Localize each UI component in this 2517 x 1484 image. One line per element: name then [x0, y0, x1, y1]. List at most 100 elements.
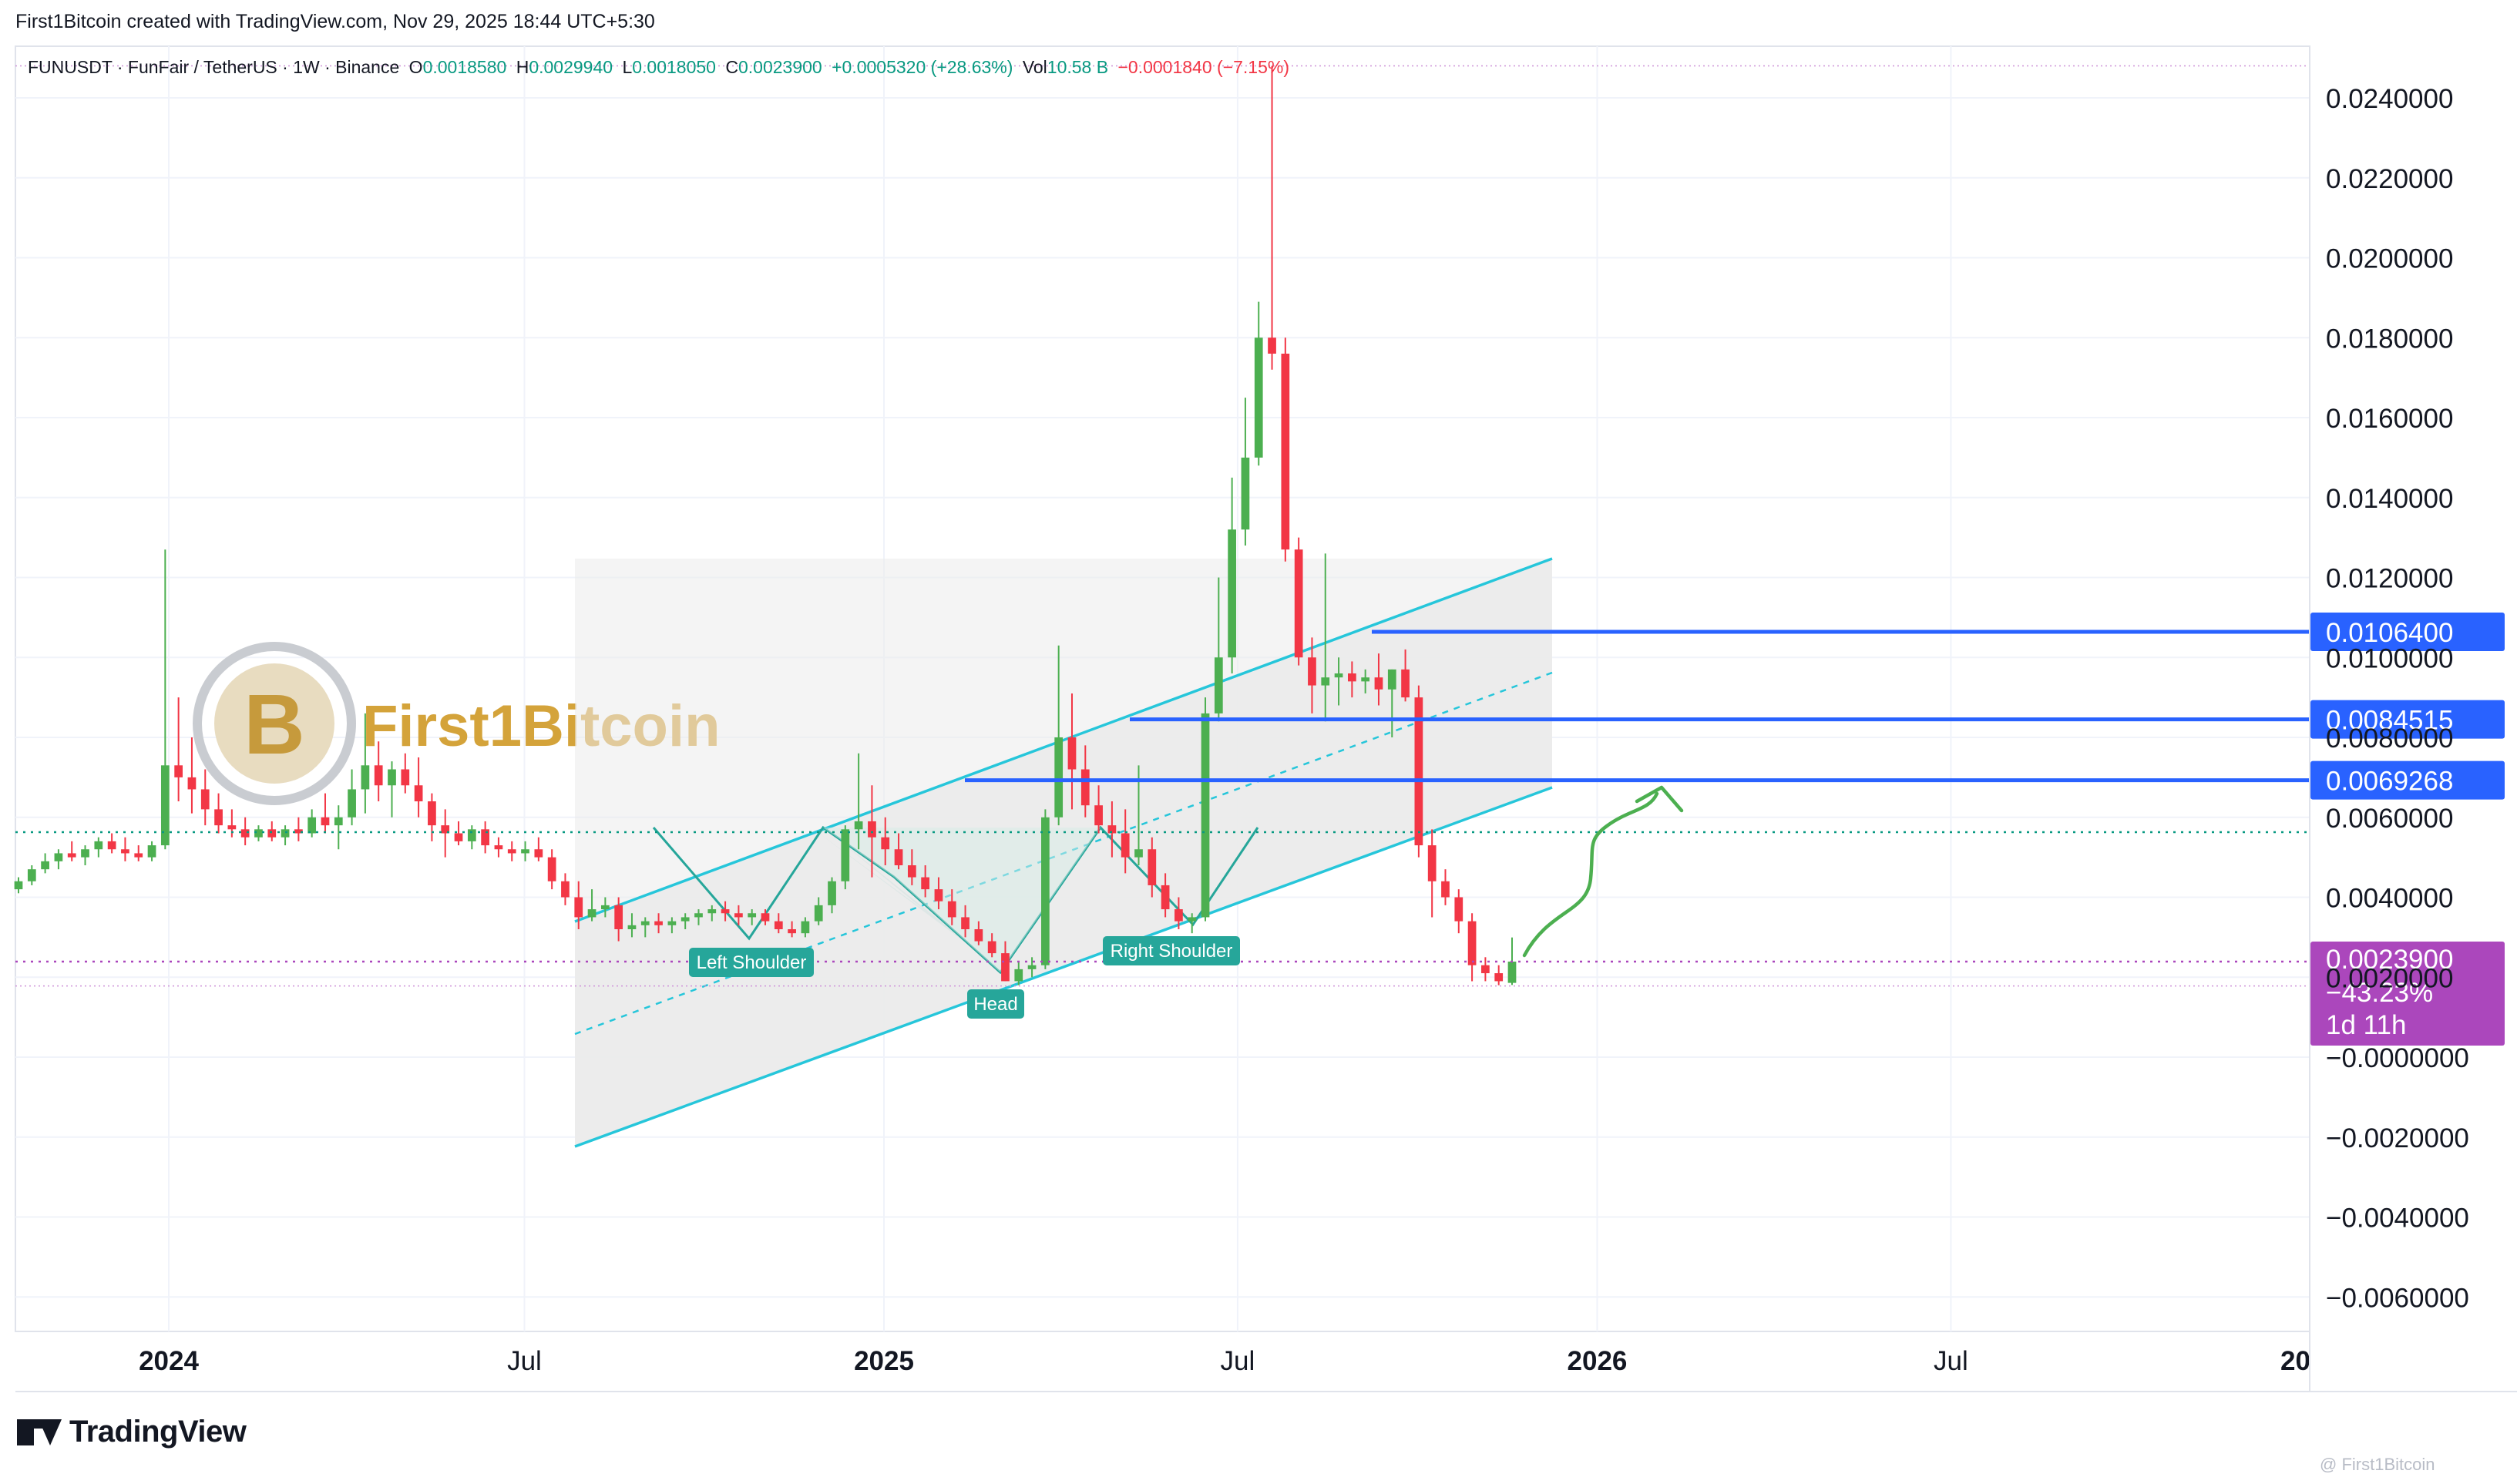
grid-lines	[15, 45, 2310, 1332]
candle-body	[814, 905, 823, 922]
candle-body	[307, 817, 317, 834]
candle-body	[507, 849, 516, 854]
candle-body	[1094, 805, 1103, 826]
candle-body	[1080, 769, 1090, 806]
candle-body	[640, 921, 650, 925]
candle-body	[334, 817, 343, 826]
candle-body	[1014, 969, 1023, 982]
y-tick-label: −0.0060000	[2326, 1283, 2469, 1313]
candle-body	[587, 909, 596, 918]
candle-body	[680, 917, 690, 922]
axis-corner	[2310, 1333, 2511, 1391]
candle-body	[174, 765, 183, 777]
y-tick-label: 0.0180000	[2326, 324, 2453, 354]
candle-body	[1321, 677, 1330, 686]
footer-watermark: @ First1Bitcoin	[2320, 1455, 2435, 1474]
candle-body	[721, 909, 730, 914]
candle-body	[1374, 677, 1383, 690]
candle-body	[134, 853, 143, 858]
candle-body	[921, 877, 930, 890]
candle-body	[748, 913, 757, 918]
candle-body	[81, 849, 89, 858]
candle-body	[401, 769, 410, 786]
level-tag-label: 0.0084515	[2326, 706, 2453, 736]
candle-body	[1201, 713, 1210, 918]
candle-body	[361, 765, 370, 790]
candle-body	[1228, 529, 1236, 658]
candle-body	[654, 921, 663, 925]
pattern-label: Head	[973, 994, 1017, 1015]
candle-body	[707, 909, 717, 914]
candle-body	[614, 905, 623, 929]
candlestick-series	[14, 65, 1517, 985]
candle-body	[121, 849, 129, 854]
candle-body	[27, 869, 36, 881]
y-tick-label: 0.0200000	[2326, 244, 2453, 274]
candle-body	[494, 845, 503, 850]
candle-body	[868, 821, 876, 838]
channel-lower-line	[574, 786, 1553, 1148]
candle-body	[534, 849, 543, 858]
candle-body	[1214, 657, 1223, 713]
y-tick-label: 0.0100000	[2326, 643, 2453, 673]
candle-body	[561, 881, 570, 898]
candle-body	[1308, 657, 1316, 686]
candle-body	[321, 817, 330, 826]
pattern-shade	[823, 828, 1101, 972]
current-price-label: 0.0023900	[2326, 945, 2453, 975]
candle-body	[694, 913, 703, 918]
close-value: 0.0023900	[738, 57, 822, 77]
candle-body	[1401, 669, 1410, 698]
pattern-label: Left Shoulder	[697, 952, 807, 973]
high-value: 0.0029940	[529, 57, 613, 77]
candle-body	[1054, 737, 1064, 818]
candle-body	[774, 921, 783, 929]
candle-body	[1268, 337, 1276, 354]
low-label: L	[622, 57, 633, 77]
y-tick-label: 0.0240000	[2326, 84, 2453, 114]
candle-body	[160, 765, 170, 846]
close-label: C	[725, 57, 738, 77]
candle-body	[1334, 673, 1343, 678]
candle-body	[414, 785, 423, 801]
candle-body	[388, 769, 396, 786]
x-tick-label: 2024	[139, 1346, 199, 1376]
tradingview-mark-icon	[17, 1419, 62, 1445]
watermark-logo-ring	[193, 642, 356, 805]
level-tag	[2310, 700, 2505, 739]
volume-label: Vol	[1022, 57, 1047, 77]
y-tick-label: 0.0060000	[2326, 804, 2453, 834]
candle-body	[761, 913, 770, 922]
tradingview-wordmark: TradingView	[69, 1415, 247, 1449]
candle-body	[1174, 909, 1183, 922]
candle-body	[841, 829, 850, 881]
candle-body	[467, 829, 476, 841]
x-tick-label: Jul	[1934, 1346, 1968, 1376]
candle-body	[1427, 845, 1437, 881]
candle-body	[1347, 673, 1356, 682]
tradingview-logo[interactable]: TradingView	[17, 1415, 247, 1449]
candle-body	[961, 917, 969, 929]
level-tag-label: 0.0069268	[2326, 767, 2453, 797]
volume-change: −0.0001840 (−7.15%)	[1117, 57, 1289, 77]
y-tick-label: 0.0020000	[2326, 963, 2453, 993]
open-value: 0.0018580	[422, 57, 507, 77]
candle-body	[1107, 825, 1117, 834]
candle-body	[1494, 973, 1504, 982]
candle-body	[147, 845, 156, 858]
x-tick-label: Jul	[1221, 1346, 1255, 1376]
x-tick-label: 2026	[1568, 1346, 1628, 1376]
candle-body	[881, 837, 890, 850]
projection-arrowhead	[1635, 785, 1684, 813]
symbol-info[interactable]: FUNUSDT · FunFair / TetherUS · 1W · Bina…	[28, 57, 400, 77]
candle-body	[1294, 549, 1303, 658]
candle-body	[240, 829, 250, 838]
candle-body	[1027, 965, 1037, 969]
current-price-tag	[2310, 942, 2505, 1046]
x-tick-label: Jul	[507, 1346, 542, 1376]
level-tag	[2310, 760, 2505, 800]
candle-body	[187, 777, 197, 790]
candle-body	[1121, 833, 1130, 858]
y-tick-label: −0.0000000	[2326, 1043, 2469, 1073]
